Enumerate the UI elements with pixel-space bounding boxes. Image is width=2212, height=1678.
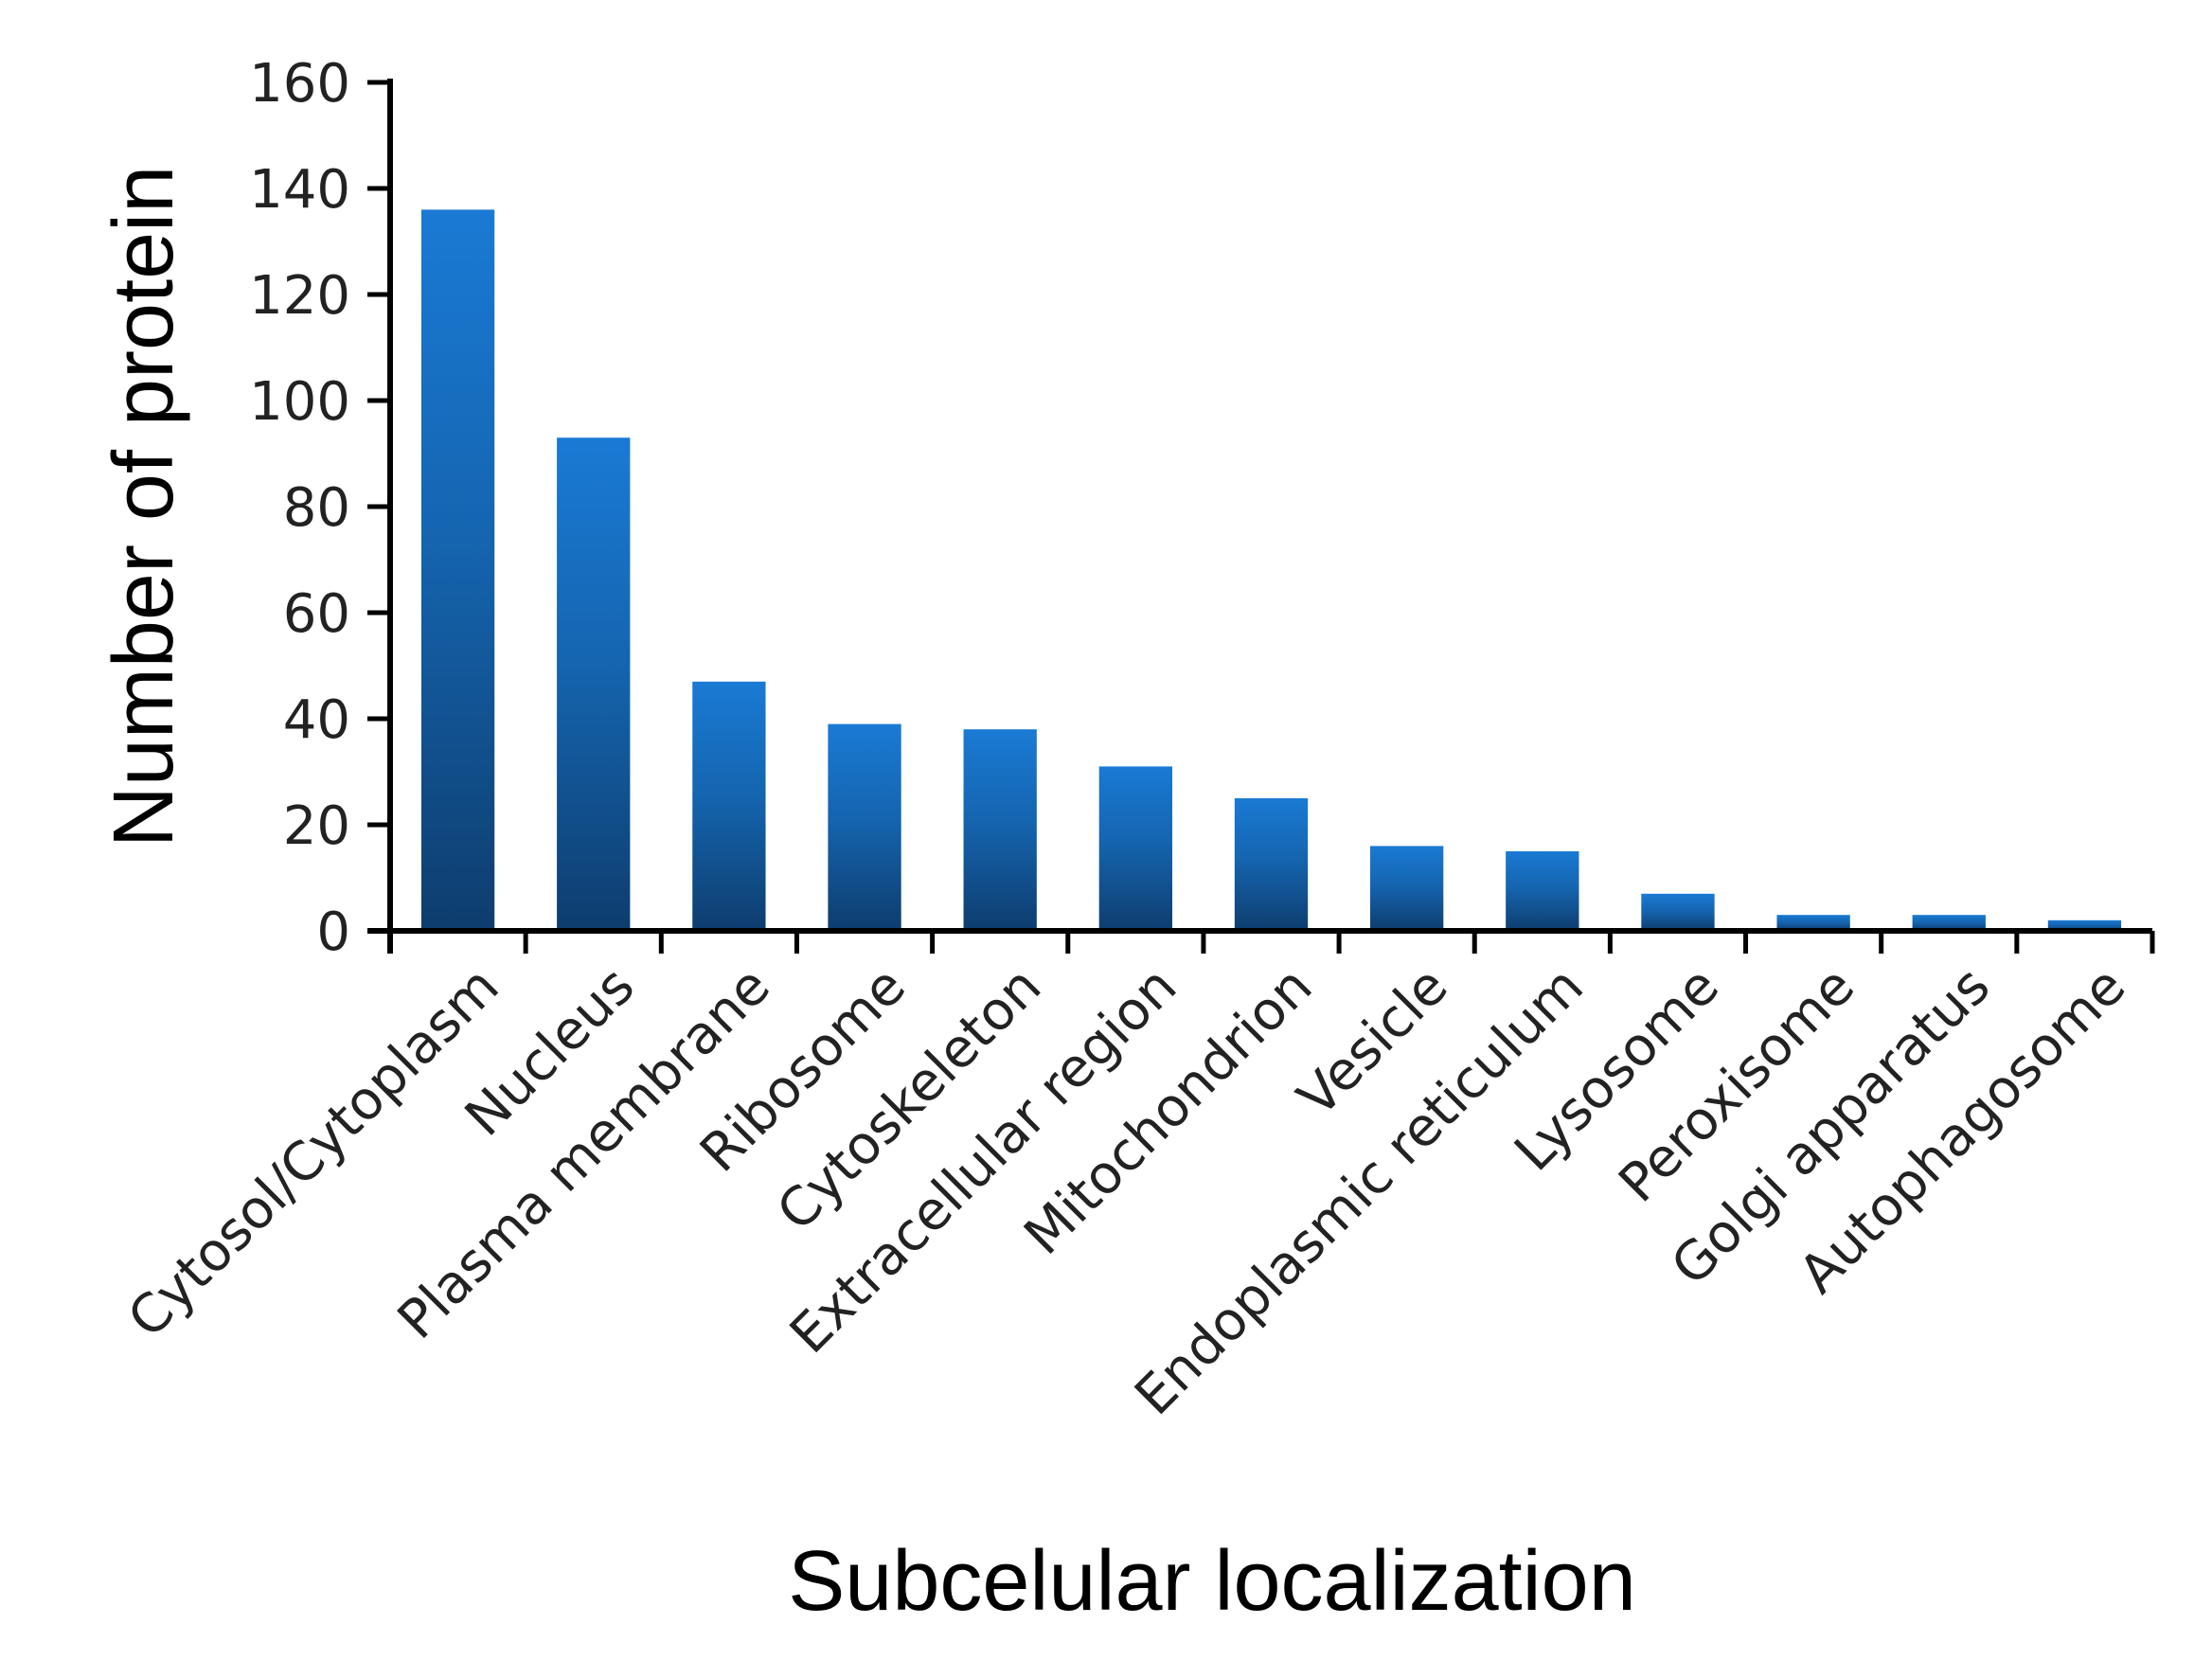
y-ticks: 0 20 40 60 80 100 120 140 160 [249, 53, 390, 963]
y-tick-label: 100 [249, 371, 350, 433]
x-category-label: Peroxisome [1608, 955, 1866, 1214]
y-axis-title: Number of protein [97, 166, 191, 848]
axes-layer [367, 79, 2152, 954]
bar [1641, 893, 1715, 931]
bar [420, 209, 495, 931]
y-tick-label: 0 [316, 901, 350, 963]
y-tick-label: 120 [249, 265, 350, 327]
x-ticks [387, 931, 2155, 954]
bar [1370, 846, 1444, 931]
bars-layer [420, 209, 2122, 931]
bar [963, 729, 1037, 931]
bar [1912, 915, 1986, 931]
bar [557, 437, 631, 931]
bar [1776, 915, 1850, 931]
bar [828, 723, 901, 931]
bar [1234, 798, 1309, 931]
y-tick-label: 40 [283, 689, 350, 751]
y-tick-label: 20 [283, 795, 350, 857]
bar [2047, 919, 2122, 931]
bar [692, 681, 766, 931]
y-tick-label: 60 [283, 583, 350, 645]
bar [1506, 851, 1579, 931]
y-tick-label: 140 [249, 159, 350, 221]
x-axis-title: Subcelular localization [788, 1534, 1636, 1629]
y-tick-label: 160 [249, 53, 350, 115]
bar [1098, 766, 1172, 931]
y-tick-label: 80 [283, 477, 350, 539]
